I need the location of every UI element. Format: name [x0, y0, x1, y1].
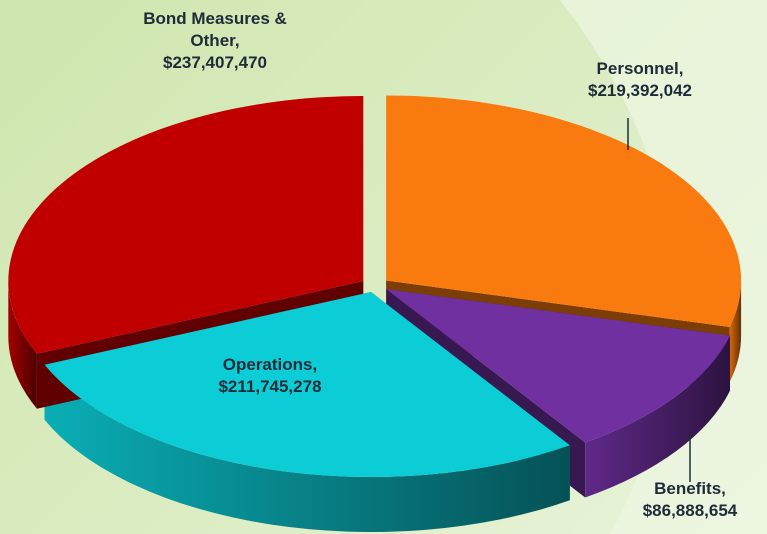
data-label: Bond Measures & Other $237,407,470 [140, 8, 290, 74]
pie-slice [44, 292, 570, 478]
pie-tops [8, 95, 742, 478]
label-category: Bond Measures & Other [143, 9, 287, 50]
label-category: Benefits [654, 479, 726, 498]
pie-slice-side [729, 280, 742, 382]
pie-slice [386, 95, 742, 327]
label-value: $86,888,654 [642, 501, 738, 520]
label-value: $211,745,278 [218, 377, 322, 396]
pie-slice [8, 96, 364, 354]
label-value: $219,392,042 [588, 81, 692, 100]
data-label: Personnel $219,392,042 [560, 58, 720, 102]
pie-slice-side [44, 364, 570, 533]
data-label: Operations $211,745,278 [180, 354, 360, 398]
pie-slice-side [585, 335, 730, 498]
pie-slice-side [8, 281, 37, 409]
label-category: Operations [223, 355, 317, 374]
label-category: Personnel [597, 59, 684, 78]
pie-slice [386, 289, 730, 443]
data-label: Benefits $86,888,654 [620, 478, 760, 522]
label-value: $237,407,470 [163, 53, 267, 72]
